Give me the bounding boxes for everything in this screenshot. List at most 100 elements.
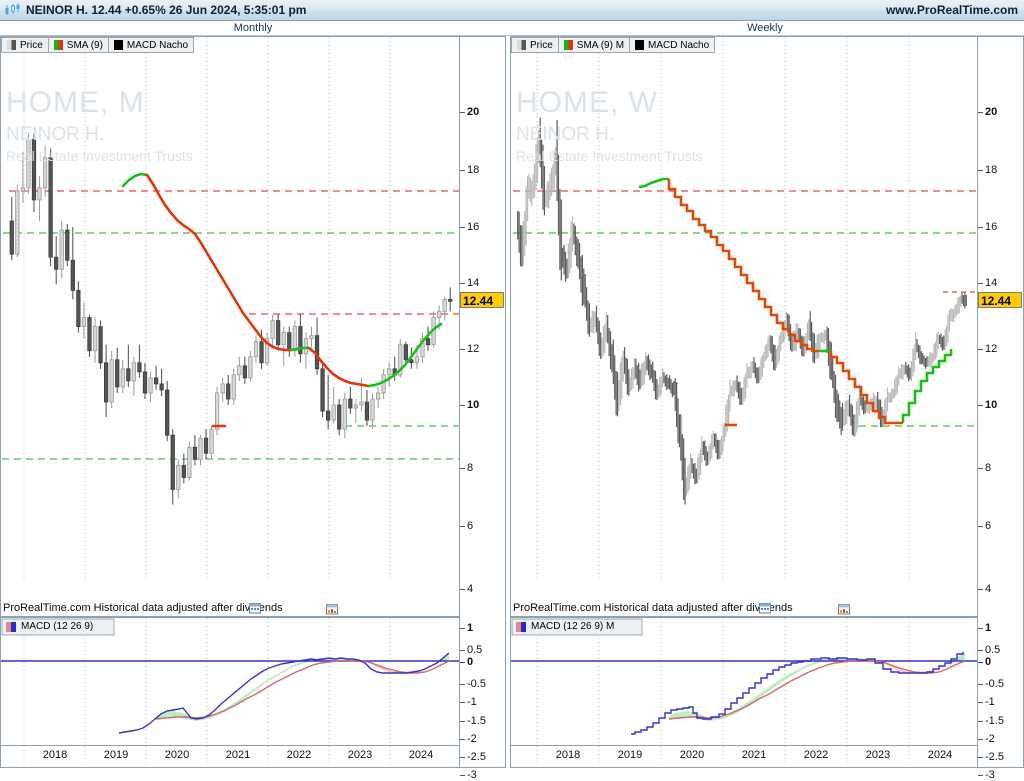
legend-label: Price xyxy=(530,39,553,51)
dividend-calendar-icon[interactable] xyxy=(759,602,771,614)
xtick-2021: 2021 xyxy=(225,749,251,761)
xtick-2019: 2019 xyxy=(103,749,129,761)
x-axis-monthly[interactable]: 2018 2019 2020 2021 2022 2023 2024 xyxy=(1,745,459,767)
ytick-14: 14 xyxy=(460,277,479,289)
footnote-weekly: ProRealTime.com Historical data adjusted… xyxy=(513,602,793,614)
ytick-4: 4 xyxy=(978,583,991,595)
xtick-2022: 2022 xyxy=(286,749,312,761)
macd-ytick-1: 1 xyxy=(460,622,473,634)
legend-label: MACD Nacho xyxy=(648,39,710,51)
ytick-10: 10 xyxy=(460,399,479,411)
macd-ytick-m05: -0.5 xyxy=(978,678,1004,690)
price-swatch-icon xyxy=(7,40,16,50)
earnings-report-icon[interactable] xyxy=(326,603,338,615)
sma-swatch-icon xyxy=(53,40,63,50)
ytick-6: 6 xyxy=(460,520,473,532)
chart-panel-weekly[interactable]: Price SMA (9) M MACD Nacho HOME, W NEINO… xyxy=(510,36,1024,781)
indicator-legend-monthly[interactable]: Price SMA (9) MACD Nacho xyxy=(1,37,195,53)
panel-header-weekly: Weekly xyxy=(506,21,1024,36)
dividend-calendar-icon[interactable] xyxy=(249,602,261,614)
indicator-legend-weekly[interactable]: Price SMA (9) M MACD Nacho xyxy=(511,37,716,53)
ytick-16: 16 xyxy=(978,221,997,233)
panel-frame xyxy=(0,36,506,768)
ytick-14: 14 xyxy=(978,277,997,289)
candlestick-icon xyxy=(4,3,22,17)
panel-frame xyxy=(510,36,1024,768)
ytick-8: 8 xyxy=(460,462,473,474)
ytick-6: 6 xyxy=(978,520,991,532)
xtick-2020: 2020 xyxy=(164,749,190,761)
ytick-12: 12 xyxy=(978,343,997,355)
legend-label: MACD Nacho xyxy=(126,39,189,51)
macd-ytick-0: 0 xyxy=(978,656,991,668)
macd-legend-label-monthly: MACD (12 26 9) xyxy=(21,621,94,632)
sma-line-monthly xyxy=(121,172,443,388)
macd-ytick-m3: -3 xyxy=(460,769,477,781)
y-axis-monthly[interactable]: 20 18 16 14 12 10 8 6 4 12.44 1 0.5 0 -0… xyxy=(459,37,505,781)
footnote-monthly: ProRealTime.com Historical data adjusted… xyxy=(3,602,283,614)
window-title: NEINOR H. 12.44 +0.65% 26 Jun 2024, 5:35… xyxy=(26,3,307,17)
ytick-8: 8 xyxy=(978,462,991,474)
macd-ytick-1: 1 xyxy=(978,622,991,634)
last-price-tag-weekly[interactable]: 12.44 xyxy=(978,292,1022,308)
macd-ytick-m05: -0.5 xyxy=(460,678,486,690)
legend-item-macd-nacho[interactable]: MACD Nacho xyxy=(629,37,716,53)
sma-swatch-icon xyxy=(563,40,573,50)
xtick-2018: 2018 xyxy=(42,749,68,761)
price-swatch-icon xyxy=(517,40,526,50)
macd-nacho-swatch-icon xyxy=(113,40,123,50)
ytick-12: 12 xyxy=(460,343,479,355)
legend-item-macd-nacho[interactable]: MACD Nacho xyxy=(107,37,195,53)
macd-plot-weekly[interactable]: MACD (12 26 9) M xyxy=(511,617,977,763)
xtick-2020: 2020 xyxy=(679,749,705,761)
price-chart-svg xyxy=(2,37,459,580)
macd-legend-weekly xyxy=(511,618,643,636)
xtick-2022: 2022 xyxy=(803,749,829,761)
macd-chart-svg xyxy=(1,618,459,763)
macd-nacho-swatch-icon xyxy=(635,40,645,50)
macd-ytick-m1: -1 xyxy=(460,696,477,708)
ytick-20: 20 xyxy=(978,106,997,118)
legend-label: Price xyxy=(20,39,43,51)
legend-item-price[interactable]: Price xyxy=(511,37,558,53)
macd-ytick-m15: -1.5 xyxy=(460,715,486,727)
panel-divider xyxy=(511,616,977,617)
earnings-report-icon[interactable] xyxy=(838,603,850,615)
macd-ytick-m1: -1 xyxy=(978,696,995,708)
macd-ytick-m25: -2.5 xyxy=(460,751,486,763)
ytick-4: 4 xyxy=(460,583,473,595)
window-titlebar: NEINOR H. 12.44 +0.65% 26 Jun 2024, 5:35… xyxy=(0,0,1024,21)
x-axis-weekly[interactable]: 2018 2019 2020 2021 2022 2023 2024 xyxy=(511,745,977,767)
panel-header-monthly: Monthly xyxy=(0,21,506,36)
legend-label: SMA (9) xyxy=(66,39,103,51)
macd-ytick-05: 0.5 xyxy=(978,644,1000,656)
ytick-10: 10 xyxy=(978,399,997,411)
macd-ytick-05: 0.5 xyxy=(460,644,482,656)
xtick-2024: 2024 xyxy=(927,749,953,761)
ohlc-bar-series xyxy=(517,117,967,505)
y-axis-weekly[interactable]: 20 18 16 14 12 10 8 6 4 12.44 1 0.5 0 -0… xyxy=(977,37,1023,781)
last-price-tag-monthly[interactable]: 12.44 xyxy=(460,292,504,308)
macd-legend-label-weekly: MACD (12 26 9) M xyxy=(531,621,615,632)
macd-chart-svg xyxy=(511,618,977,763)
macd-ytick-0: 0 xyxy=(460,656,473,668)
ytick-20: 20 xyxy=(460,106,479,118)
panel-divider xyxy=(1,616,459,617)
ytick-18: 18 xyxy=(978,164,997,176)
legend-item-price[interactable]: Price xyxy=(1,37,48,53)
xtick-2024: 2024 xyxy=(408,749,434,761)
macd-ytick-m3: -3 xyxy=(978,769,995,781)
xtick-2019: 2019 xyxy=(617,749,643,761)
legend-item-sma[interactable]: SMA (9) M xyxy=(557,37,630,53)
price-plot-weekly[interactable] xyxy=(511,37,977,580)
macd-ytick-m2: -2 xyxy=(978,733,995,745)
price-plot-monthly[interactable] xyxy=(1,37,459,580)
xtick-2021: 2021 xyxy=(741,749,767,761)
price-chart-svg xyxy=(513,37,977,580)
ytick-16: 16 xyxy=(460,221,479,233)
legend-item-sma[interactable]: SMA (9) xyxy=(47,37,108,53)
xtick-2023: 2023 xyxy=(865,749,891,761)
chart-panel-monthly[interactable]: Price SMA (9) MACD Nacho HOME, M NEINOR … xyxy=(0,36,506,781)
macd-plot-monthly[interactable]: MACD (12 26 9) xyxy=(1,617,459,763)
xtick-2018: 2018 xyxy=(555,749,581,761)
